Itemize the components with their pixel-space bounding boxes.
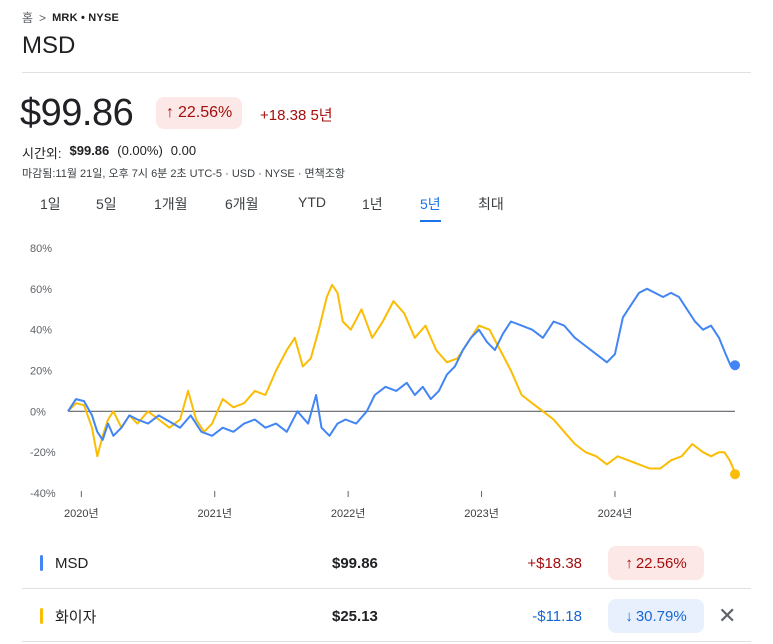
- x-tick-label: 2020년: [64, 507, 99, 520]
- y-tick-label: 40%: [30, 325, 52, 337]
- row-divider: [22, 641, 751, 642]
- y-tick-label: 60%: [30, 284, 52, 296]
- x-tick-label: 2024년: [598, 507, 633, 520]
- comparison-row[interactable]: MSD $99.86 +$18.38 ↑ 22.56%: [22, 538, 751, 588]
- comparison-pct-badge: ↑ 22.56%: [608, 546, 704, 580]
- x-tick-label: 2023년: [464, 507, 499, 520]
- y-tick-label: -20%: [30, 447, 56, 459]
- change-absolute: +18.38 5년: [260, 107, 333, 124]
- tab-4[interactable]: YTD: [298, 194, 326, 210]
- comparison-price: $25.13: [332, 607, 378, 625]
- comparison-name: MSD: [55, 554, 89, 572]
- change-percent-badge: ↑ 22.56%: [156, 97, 243, 129]
- range-tabs: 1일 5일 1개월 6개월 YTD 1년 5년 최대: [22, 194, 542, 222]
- tab-3[interactable]: 6개월: [225, 196, 259, 212]
- breadcrumb: 홈 > MRK • NYSE: [22, 9, 119, 26]
- y-tick-label: 80%: [30, 243, 52, 255]
- page-title: MSD: [22, 32, 76, 59]
- after-hours-abs: 0.00: [170, 143, 197, 158]
- arrow-up-icon: ↑: [625, 554, 633, 572]
- tab-0[interactable]: 1일: [40, 196, 61, 212]
- series-end-dot-1: [730, 469, 740, 480]
- y-tick-label: 0%: [30, 406, 46, 418]
- x-tick-label: 2022년: [331, 507, 366, 520]
- comparison-price: $99.86: [332, 554, 378, 572]
- arrow-down-icon: ↓: [625, 607, 633, 625]
- tab-5[interactable]: 1년: [362, 196, 383, 212]
- after-hours-price: $99.86: [69, 143, 110, 158]
- comparison-pct: 22.56%: [635, 554, 687, 572]
- after-hours-label: 시간외:: [22, 146, 62, 161]
- tab-6[interactable]: 5년: [420, 194, 441, 222]
- y-tick-label: -40%: [30, 488, 56, 500]
- market-meta: 마감됨:11월 21일, 오후 7시 6분 2초 UTC-5 · USD · N…: [22, 168, 346, 180]
- series-color-swatch: [40, 555, 43, 571]
- x-tick-label: 2021년: [197, 507, 232, 520]
- comparison-name: 화이자: [55, 608, 97, 626]
- chevron-right-icon: >: [39, 10, 47, 25]
- comparison-abs-change: +$18.38: [527, 554, 582, 572]
- breadcrumb-home[interactable]: 홈: [22, 11, 34, 25]
- series-line-1: [67, 283, 736, 473]
- row-divider: [22, 588, 751, 589]
- comparison-row[interactable]: 화이자 $25.13 -$11.18 ↓ 30.79% ✕: [22, 591, 751, 641]
- arrow-up-icon: ↑: [166, 104, 174, 121]
- series-line-0: [67, 287, 736, 441]
- change-percent: 22.56%: [178, 104, 233, 121]
- comparison-abs-change: -$11.18: [532, 607, 582, 625]
- current-price: $99.86: [20, 92, 134, 134]
- tab-2[interactable]: 1개월: [154, 196, 188, 212]
- series-color-swatch: [40, 608, 43, 624]
- comparison-pct-badge: ↓ 30.79%: [608, 599, 704, 633]
- price-chart: 80% 60% 40% 20% 0% -20% -40% 2020년 2021년 2022년 202…: [30, 243, 740, 520]
- y-tick-label: 20%: [30, 366, 52, 378]
- tab-1[interactable]: 5일: [96, 196, 117, 212]
- divider: [22, 72, 751, 73]
- close-icon[interactable]: ✕: [718, 603, 737, 628]
- after-hours-percent: (0.00%): [117, 143, 163, 158]
- breadcrumb-ticker: MRK • NYSE: [52, 11, 120, 24]
- tab-7[interactable]: 최대: [478, 196, 504, 212]
- comparison-pct: 30.79%: [635, 607, 687, 625]
- after-hours: 시간외: $99.86 (0.00%) 0.00: [22, 143, 196, 162]
- series-end-dot-0: [730, 360, 740, 371]
